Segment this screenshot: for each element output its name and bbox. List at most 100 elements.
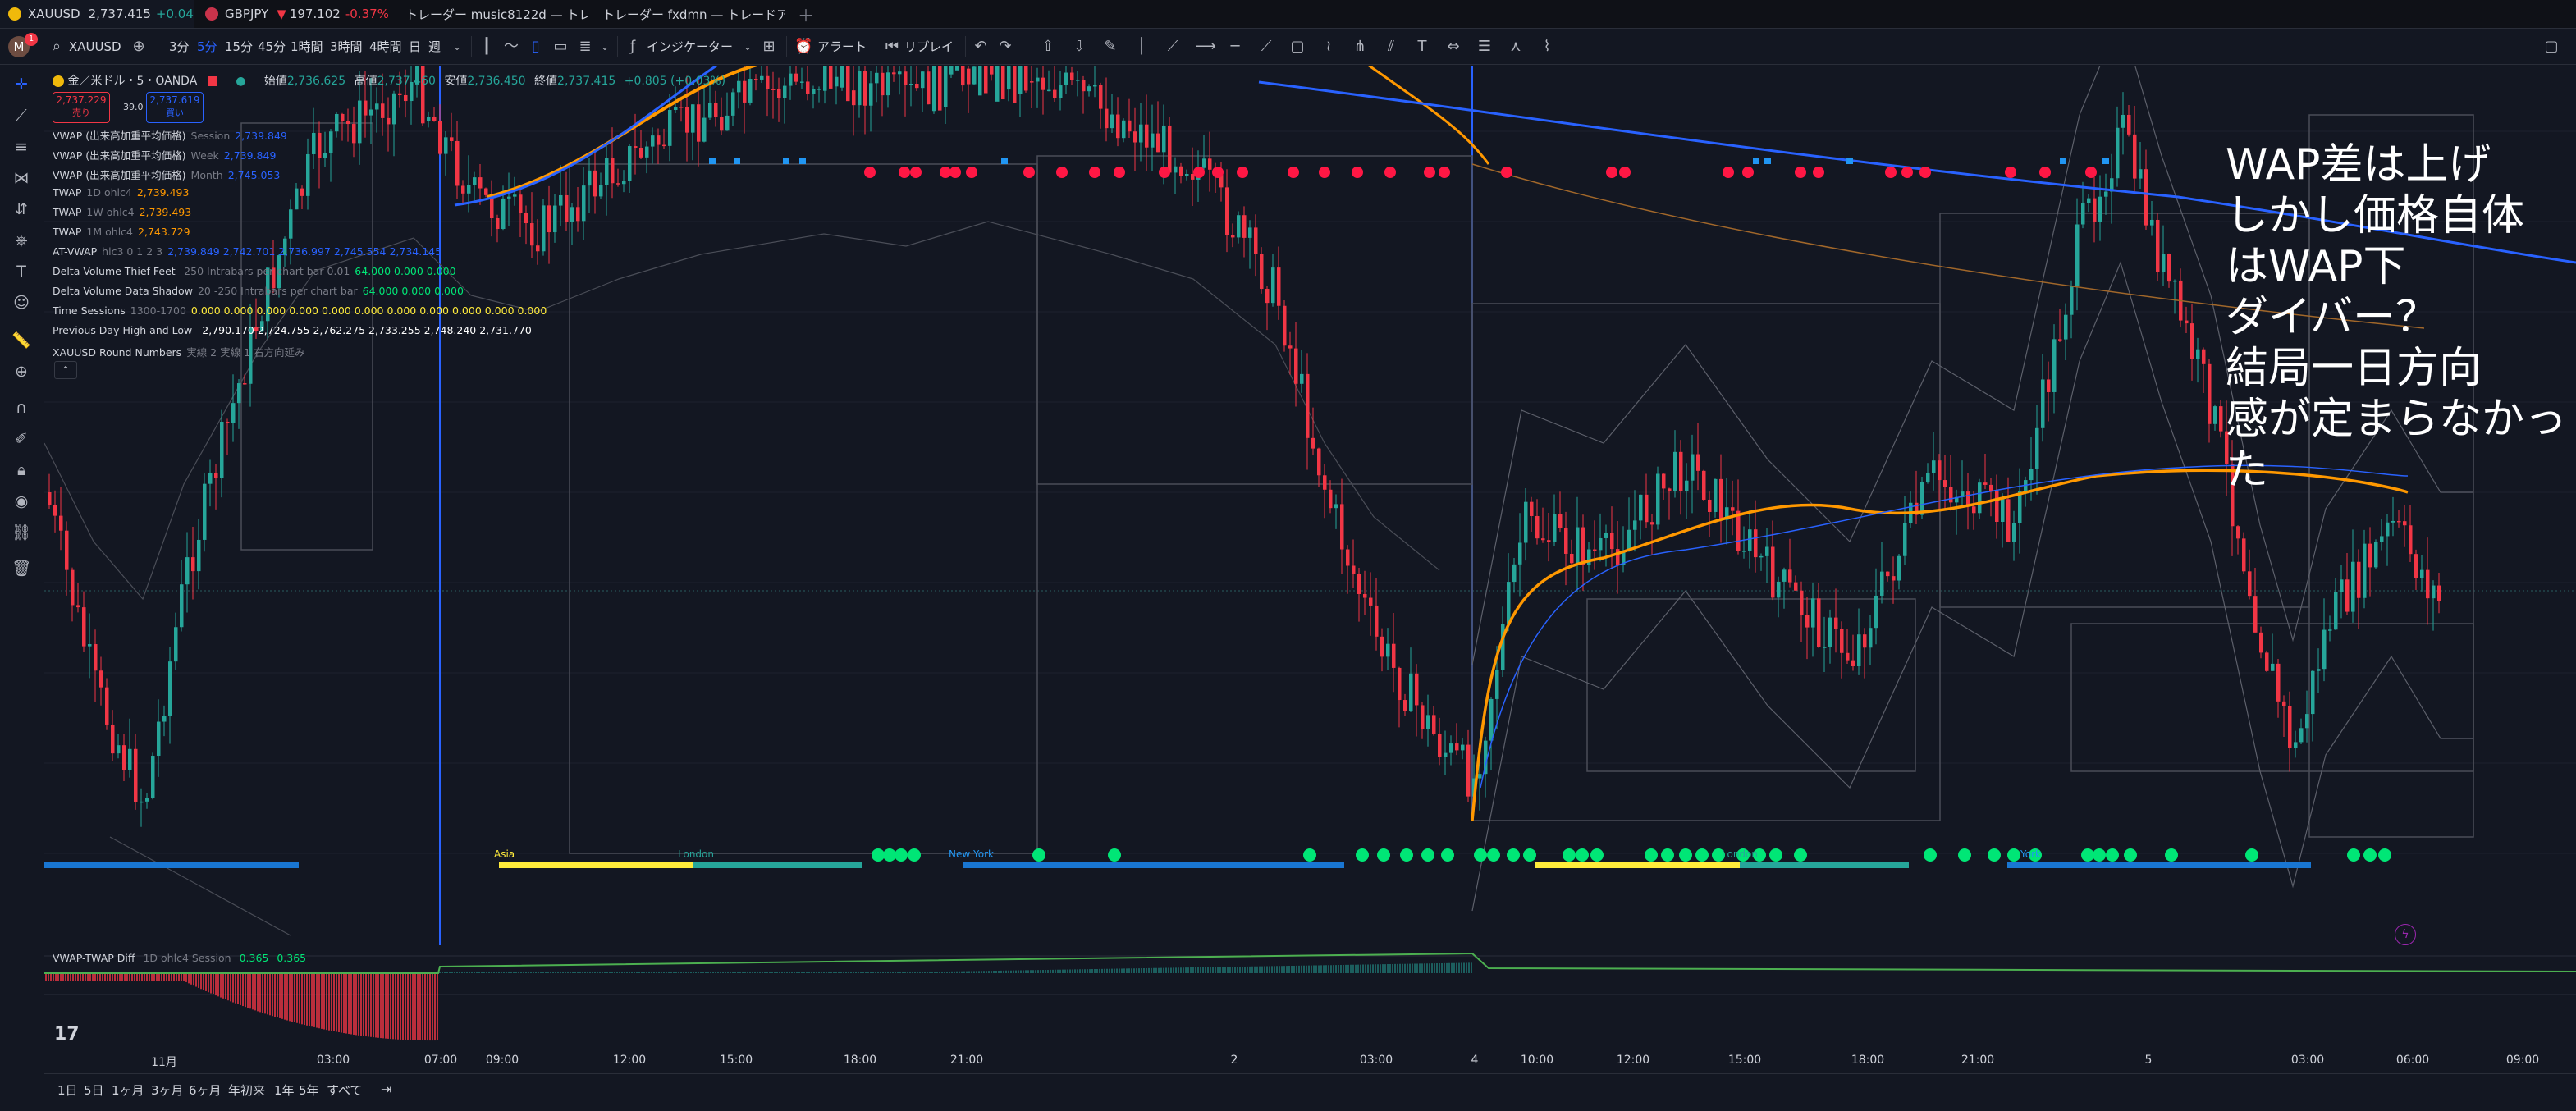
indicators-button[interactable]: インジケーター [647,39,734,54]
trash-icon[interactable]: 🗑︎ [11,560,32,578]
brush-icon[interactable]: ⌇ [1543,38,1551,55]
symbol-title[interactable]: 金／米ドル・5・OANDA [67,75,198,88]
templates-icon[interactable]: ⊞ [762,38,776,55]
emoji-icon[interactable]: ☺ [13,294,30,312]
indicators-icon[interactable]: ƒ [629,38,636,55]
extended-line-icon[interactable]: ⟋ [1261,38,1272,55]
trend-line-icon[interactable]: ⟋ [16,107,27,125]
indicator-row[interactable]: TWAP 1M ohlc4 2,743.729 [53,226,190,238]
sell-button[interactable]: 2,737.229 売り [53,92,110,123]
candle-icon[interactable]: ▯ [532,38,540,55]
fib-retracement-icon[interactable]: ≡ [15,138,28,156]
fib-icon[interactable]: ⋔ [1353,38,1366,55]
range-button[interactable]: 6ヶ月 [189,1083,222,1098]
lightning-icon[interactable]: ϟ [2395,924,2416,945]
pen-icon[interactable]: ✎ [1104,38,1117,55]
range-button[interactable]: 1ヶ月 [112,1083,144,1098]
chevron-down-icon[interactable]: ⌄ [743,41,753,53]
pattern-icon[interactable]: ⋈ [13,169,30,187]
hollow-candle-icon[interactable]: ▭ [553,38,568,55]
indicator-row[interactable]: AT-VWAP hlc3 0 1 2 3 2,739.849 2,742.701 2… [53,245,442,258]
magnet-icon[interactable]: ∩ [16,399,27,417]
area-chart-icon[interactable]: ≣ [579,38,592,55]
range-button[interactable]: 5年 [299,1083,319,1098]
horizontal-ray-icon[interactable]: ⟶ [1195,38,1216,55]
indicator-row[interactable]: VWAP (出来高加重平均価格) Week 2,739.849 [53,147,276,162]
zoom-icon[interactable]: ⊕ [15,363,28,381]
new-tab-button[interactable]: ＋ [798,5,814,25]
vertical-line-icon[interactable]: │ [1137,38,1146,55]
stay-drawing-icon[interactable]: ✐ [15,430,28,448]
tab-xauusd[interactable]: XAUUSD 2,737.415 +0.04% [0,0,194,28]
redo-icon[interactable]: ↷ [999,38,1012,55]
eye-icon[interactable]: ◉ [14,492,29,510]
range-button[interactable]: 1日 [57,1083,78,1098]
trend-line-icon[interactable]: ⟋ [1167,38,1178,55]
range-button[interactable]: 3ヶ月 [151,1083,184,1098]
replay-icon[interactable]: ⏮ [885,38,899,55]
collapse-legend-button[interactable]: ⌃ [54,361,77,379]
interval-1h[interactable]: 1時間 [291,39,323,54]
buy-button[interactable]: 2,737.619 買い [146,92,204,123]
goto-date-icon[interactable]: ⇥ [381,1081,392,1097]
indicator-row[interactable]: Delta Volume Thief Feet -250 Intrabars pe… [53,265,456,277]
range-button[interactable]: 5日 [84,1083,104,1098]
prediction-icon[interactable]: ⇵ [15,200,28,218]
indicator-row[interactable]: Time Sessions 1300-1700 0.000 0.000 0.000 … [53,304,547,317]
interval-3h[interactable]: 3時間 [330,39,363,54]
pitchfork-icon[interactable]: ⋏ [1510,38,1521,55]
range-button[interactable]: 年初来 [228,1083,266,1098]
interval-1d[interactable]: 日 [409,39,422,54]
path-icon[interactable]: ≀ [1325,38,1332,55]
undo-icon[interactable]: ↶ [974,38,987,55]
bar-chart-icon[interactable]: ┃ [482,38,492,55]
chevron-down-icon[interactable]: ⌄ [600,41,610,53]
interval-15m[interactable]: 15分 [225,39,254,54]
link-icon[interactable]: ⛓ [11,523,32,542]
text-icon[interactable]: T [1417,38,1427,55]
range-button[interactable]: 1年 [274,1083,295,1098]
line-chart-icon[interactable]: 〜 [504,38,519,55]
indicator-params: 1300-1700 [130,304,186,317]
gann-icon[interactable]: ☰ [1477,38,1492,55]
alert-button[interactable]: アラート [817,39,867,54]
range-button[interactable]: すべて [327,1083,363,1098]
indicator-row[interactable]: Previous Day High and Low 2,790.170 2,724… [53,324,532,336]
sub-indicator-name[interactable]: VWAP-TWAP Diff [53,952,135,964]
range-icon[interactable]: ⇔ [1447,38,1460,55]
symbol-search[interactable]: XAUUSD [69,39,121,54]
rectangle-icon[interactable]: ▢ [1290,38,1305,55]
indicator-row[interactable]: Delta Volume Data Shadow 20 -250 Intrabar… [53,285,464,297]
alert-icon[interactable]: ⏰ [794,38,813,55]
arrow-down-icon[interactable]: ⇩ [1073,38,1086,55]
indicator-row[interactable]: VWAP (出来高加重平均価格) Session 2,739.849 [53,127,287,143]
ray-icon[interactable]: ─ [1230,38,1240,55]
ruler-icon[interactable]: 📏 [11,331,31,350]
crosshair-icon[interactable]: ✛ [15,75,28,94]
search-icon[interactable]: ⌕ [52,38,62,55]
tab-trader-2[interactable]: トレーダー fxdmn — トレードア ✕ [591,0,785,28]
text-tool-icon[interactable]: T [16,263,26,281]
interval-45m[interactable]: 45分 [258,39,286,54]
indicator-row[interactable]: XAUUSD Round Numbers 実線 2 実線 1 右方向延み [53,344,310,359]
indicator-name: VWAP (出来高加重平均価格) [53,149,186,162]
indicator-row[interactable]: TWAP 1W ohlc4 2,739.493 [53,206,191,218]
geometry-icon[interactable]: ⎈ [15,231,28,249]
replay-button[interactable]: リプレイ [904,39,954,54]
chevron-down-icon[interactable]: ⌄ [452,41,462,53]
arrow-up-icon[interactable]: ⇧ [1041,38,1055,55]
interval-5m[interactable]: 5分 [197,39,217,54]
parallel-channel-icon[interactable]: ⫽ [1387,38,1395,55]
compare-icon[interactable]: ⊕ [132,38,145,55]
interval-4h[interactable]: 4時間 [369,39,402,54]
price-chart[interactable] [44,66,2576,1045]
interval-1w[interactable]: 週 [428,39,442,54]
indicator-row[interactable]: VWAP (出来高加重平均価格) Month 2,745.053 [53,167,280,182]
flag-icon[interactable] [207,76,217,86]
tab-trader-1[interactable]: トレーダー music8122d — トレ ✕ [394,0,588,28]
fullscreen-icon[interactable]: ▢ [2544,38,2559,55]
tab-gbpjpy[interactable]: GBPJPY ▼ 197.102 -0.37% ✕ [197,0,391,28]
interval-3m[interactable]: 3分 [169,39,190,54]
lock-icon[interactable]: 🔒︎ [16,461,26,479]
indicator-row[interactable]: TWAP 1D ohlc4 2,739.493 [53,186,189,199]
